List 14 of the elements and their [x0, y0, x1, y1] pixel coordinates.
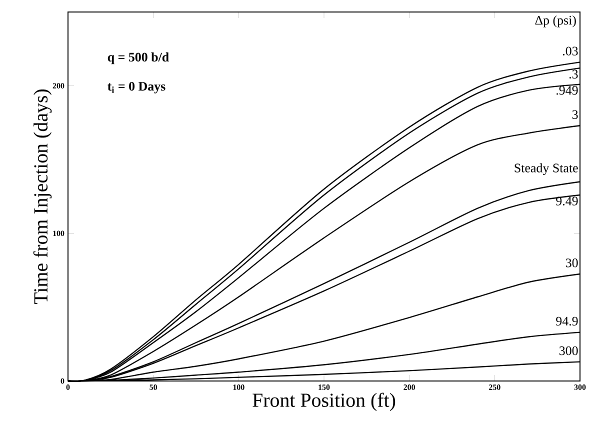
- legend-title: Δp (psi): [535, 16, 576, 28]
- annotation: q = 500 b/d: [108, 52, 169, 64]
- series-label: Steady State: [514, 163, 578, 176]
- annotation: t$_{i}$ = 0 Days: [108, 82, 166, 94]
- series-label: 300: [560, 346, 578, 356]
- series-label: .3: [569, 70, 578, 79]
- series-label: 30: [566, 258, 578, 268]
- series-label: 3: [572, 110, 578, 119]
- y-axis-title: Time from Injection (days): [33, 90, 52, 304]
- series-label: 9.49: [556, 196, 578, 206]
- series-label: 94.9: [556, 316, 578, 326]
- series-label: .03: [562, 46, 578, 56]
- series-label: .949: [556, 86, 578, 95]
- x-axis-title: Front Position (ft): [252, 392, 396, 411]
